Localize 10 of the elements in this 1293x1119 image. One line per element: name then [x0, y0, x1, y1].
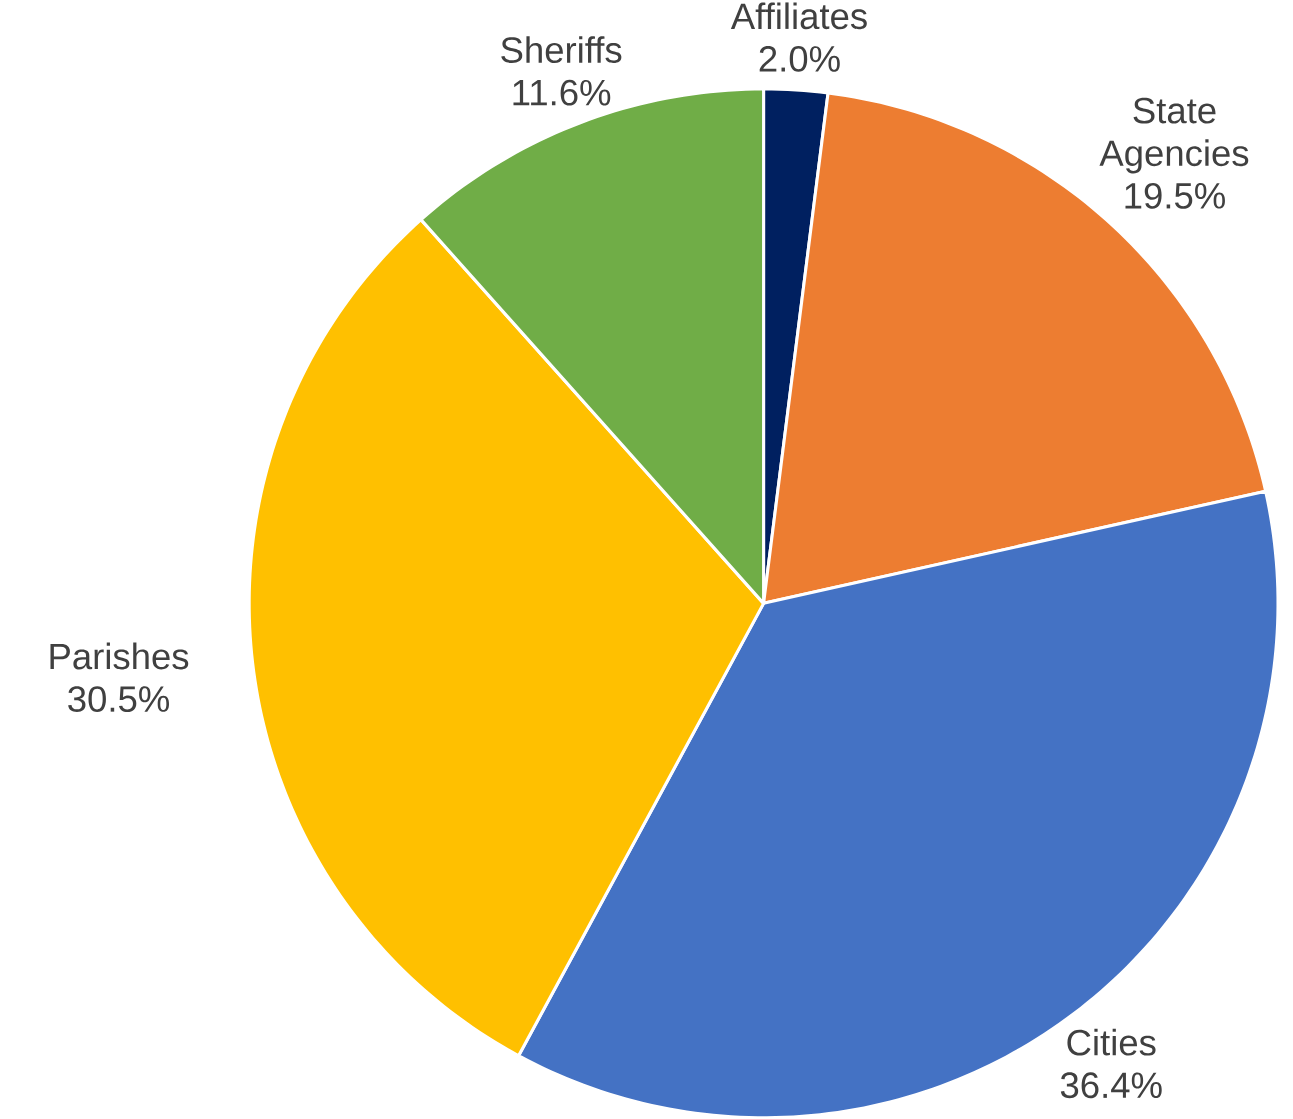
data-label: 11.6% — [513, 79, 611, 106]
data-label: 2.0% — [759, 45, 840, 72]
slice-label: Cities — [1067, 1028, 1156, 1056]
slice-label: Parishes — [50, 642, 189, 670]
data-label: 30.5% — [68, 685, 169, 712]
slice-label: State Agencies — [1099, 97, 1249, 174]
data-label: 36.4% — [1060, 1072, 1162, 1099]
slice-label: Affiliates — [730, 2, 867, 30]
data-label: 19.5% — [1125, 182, 1225, 209]
slice-label: Sheriffs — [501, 36, 622, 63]
